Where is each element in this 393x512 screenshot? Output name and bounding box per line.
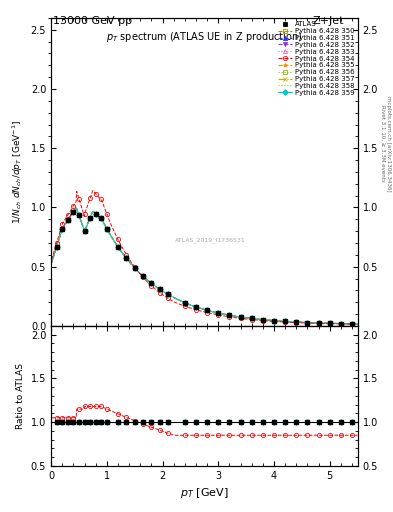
- Y-axis label: Ratio to ATLAS: Ratio to ATLAS: [16, 363, 25, 429]
- Text: ATLAS_2019_I1736531: ATLAS_2019_I1736531: [175, 237, 246, 243]
- Text: Z+Jet: Z+Jet: [312, 16, 344, 27]
- X-axis label: $p_T$ [GeV]: $p_T$ [GeV]: [180, 486, 229, 500]
- Text: Rivet 3.1.10, ≥ 3.3M events: Rivet 3.1.10, ≥ 3.3M events: [380, 105, 385, 182]
- Text: mcplots.cern.ch [arXiv:1306.3436]: mcplots.cern.ch [arXiv:1306.3436]: [386, 96, 391, 191]
- Text: $p_T$ spectrum (ATLAS UE in Z production): $p_T$ spectrum (ATLAS UE in Z production…: [106, 30, 303, 44]
- Text: 13000 GeV pp: 13000 GeV pp: [53, 16, 132, 27]
- Legend: ATLAS, Pythia 6.428 350, Pythia 6.428 351, Pythia 6.428 352, Pythia 6.428 353, P: ATLAS, Pythia 6.428 350, Pythia 6.428 35…: [275, 18, 357, 98]
- Y-axis label: $1/N_{ch}$ $dN_{ch}/dp_T$ [GeV$^{-1}$]: $1/N_{ch}$ $dN_{ch}/dp_T$ [GeV$^{-1}$]: [11, 120, 25, 224]
